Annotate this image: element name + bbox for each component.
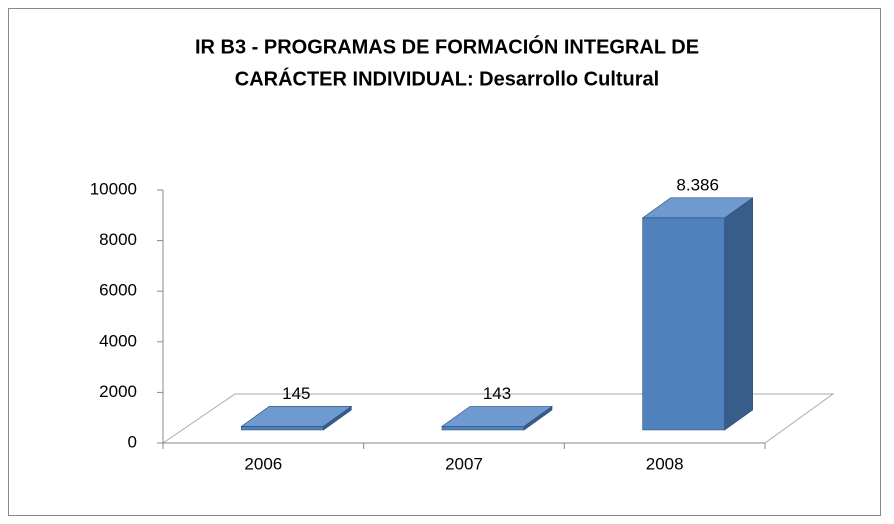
x-tick-label: 2008 (646, 454, 684, 473)
y-tick-label: 2000 (99, 382, 137, 401)
bar (240, 405, 353, 431)
bar (641, 197, 754, 431)
chart-title: IR B3 - PROGRAMAS DE FORMACIÓN INTEGRAL … (195, 34, 699, 58)
y-tick-label: 0 (128, 432, 137, 451)
x-tick-label: 2007 (445, 454, 483, 473)
bar-front (241, 426, 324, 431)
bar-top (441, 406, 553, 427)
y-tick-label: 10000 (90, 179, 137, 198)
data-label: 143 (483, 384, 511, 403)
data-label: 145 (282, 384, 310, 403)
bar-front (642, 217, 725, 431)
y-tick-label: 8000 (99, 230, 137, 249)
bar (441, 405, 553, 431)
y-tick-label: 6000 (99, 281, 137, 300)
data-label: 8.386 (676, 175, 719, 194)
bar-top (240, 406, 353, 427)
bar-front (441, 426, 525, 431)
y-tick-label: 4000 (99, 331, 137, 350)
bar-top (641, 197, 754, 219)
chart-title: CARÁCTER INDIVIDUAL: Desarrollo Cultural (235, 67, 659, 90)
bar-side (724, 197, 753, 431)
x-tick-label: 2006 (244, 454, 282, 473)
